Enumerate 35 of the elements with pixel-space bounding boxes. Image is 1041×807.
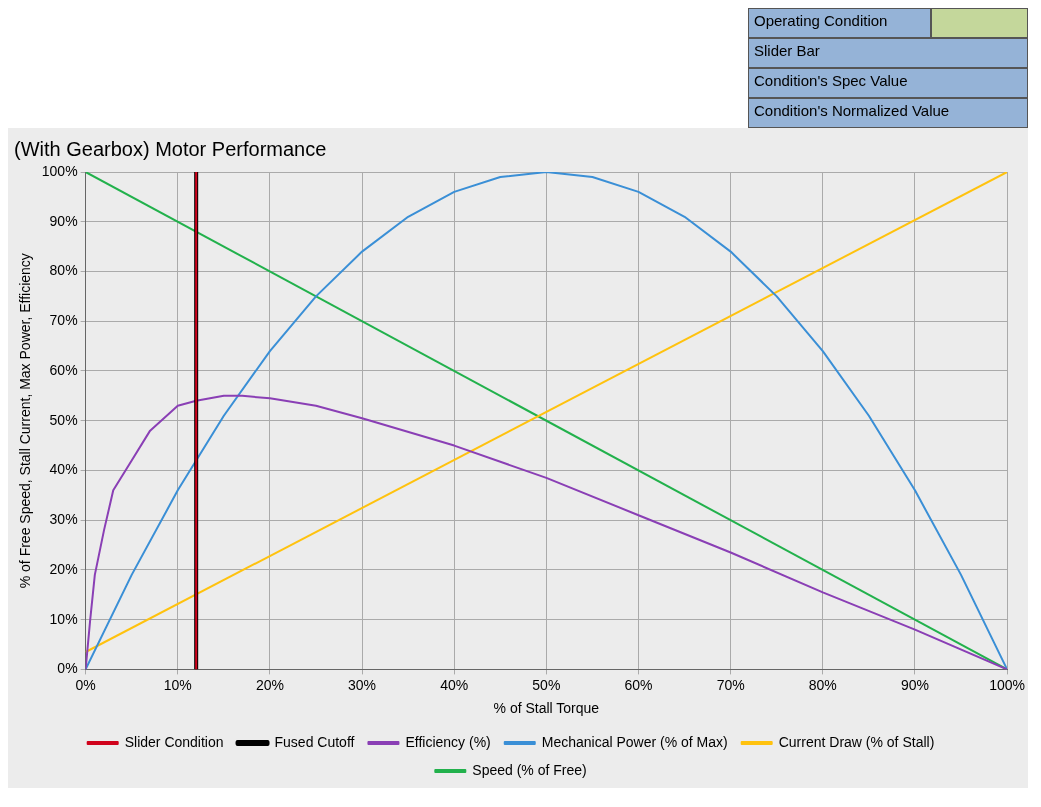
- y-axis-title: % of Free Speed, Stall Current, Max Power, Efficiency: [17, 253, 34, 589]
- x-tick-label: 10%: [163, 676, 192, 693]
- x-axis-title: % of Stall Torque: [493, 700, 600, 717]
- y-tick-label: 50%: [49, 411, 78, 428]
- legend-label: Current Draw (% of Stall): [778, 733, 935, 750]
- x-tick-label: 30%: [348, 676, 377, 693]
- legend-label: Efficiency (%): [405, 733, 491, 750]
- x-tick-label: 80%: [808, 676, 837, 693]
- y-tick-label: 40%: [49, 461, 78, 478]
- y-tick-label: 100%: [41, 162, 78, 179]
- legend-label: Slider Condition: [124, 733, 224, 750]
- y-tick-label: 30%: [49, 511, 78, 528]
- text: Condition's Spec Value: [748, 68, 1028, 98]
- y-tick-label: 20%: [49, 560, 78, 577]
- x-tick-label: 90%: [900, 676, 929, 693]
- x-tick-label: 20%: [255, 676, 284, 693]
- y-tick-label: 90%: [49, 212, 78, 229]
- x-tick-label: 40%: [440, 676, 469, 693]
- legend-label: Fused Cutoff: [274, 733, 355, 750]
- text: Condition's Normalized Value: [748, 98, 1028, 128]
- y-tick-label: 70%: [49, 312, 78, 329]
- text: Operating Condition: [748, 8, 931, 38]
- legend-label: Speed (% of Free): [472, 761, 587, 778]
- x-tick-label: 70%: [716, 676, 745, 693]
- text: Slider Bar: [748, 38, 1028, 68]
- x-tick-label: 0%: [75, 676, 96, 693]
- chart-title: (With Gearbox) Motor Performance: [14, 137, 327, 160]
- y-tick-label: 10%: [49, 610, 78, 627]
- y-tick-label: 0%: [57, 660, 78, 677]
- x-tick-label: 100%: [989, 676, 1025, 693]
- x-tick-label: 50%: [532, 676, 561, 693]
- x-tick-label: 60%: [624, 676, 653, 693]
- y-tick-label: 60%: [49, 361, 78, 378]
- y-tick-label: 80%: [49, 262, 78, 279]
- legend-label: Mechanical Power (% of Max): [541, 733, 728, 750]
